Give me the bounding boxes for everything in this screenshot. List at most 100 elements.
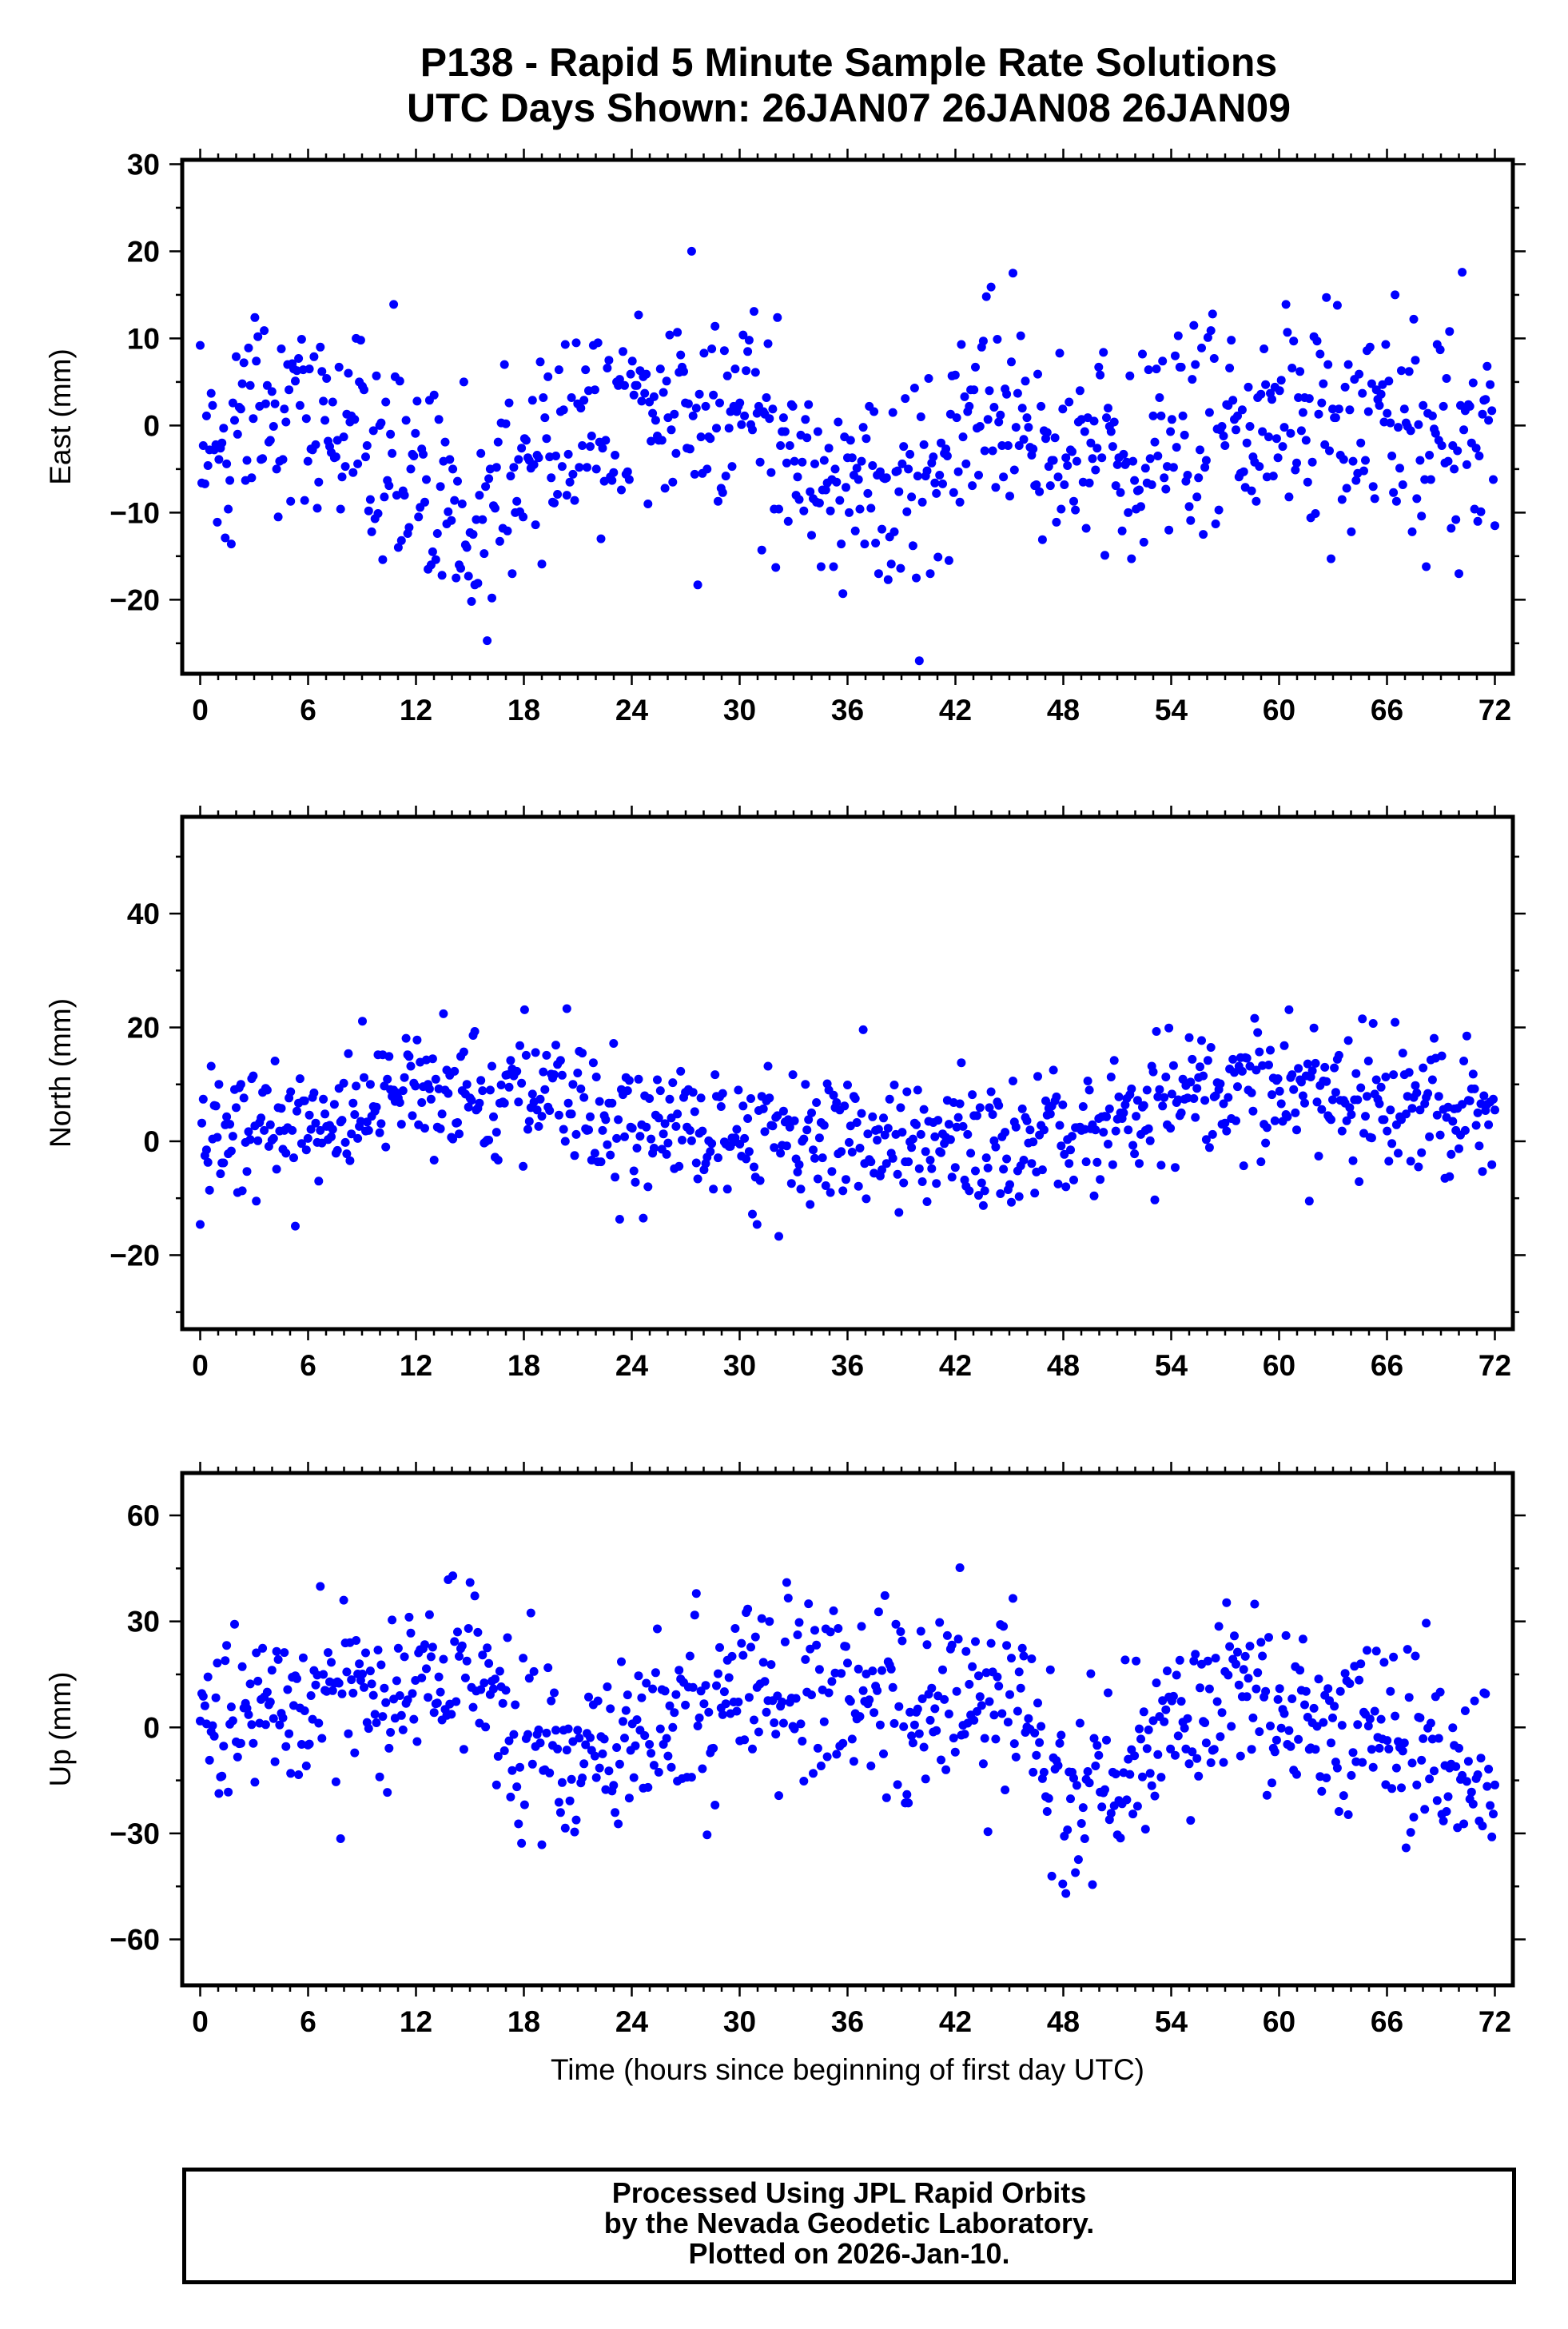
data-point	[557, 1778, 567, 1787]
data-point	[1203, 1056, 1212, 1065]
data-point	[1061, 1889, 1071, 1898]
data-point	[347, 1675, 356, 1685]
data-point	[565, 1796, 575, 1805]
data-point	[311, 1680, 320, 1690]
data-point	[1435, 1687, 1445, 1697]
data-point	[750, 368, 760, 377]
data-point	[1291, 465, 1300, 475]
data-point	[1273, 1694, 1283, 1704]
data-point	[631, 1177, 640, 1187]
data-point	[794, 1618, 804, 1627]
data-point	[941, 1765, 951, 1774]
x-tick-label: 54	[1155, 694, 1188, 727]
data-point	[617, 1657, 626, 1666]
data-point	[547, 1696, 556, 1706]
data-point	[693, 1722, 702, 1730]
data-point	[1102, 413, 1111, 423]
data-point	[748, 1744, 757, 1754]
data-point	[424, 1084, 434, 1093]
data-point	[515, 1041, 524, 1050]
data-point	[1425, 1774, 1435, 1784]
data-point	[1216, 1732, 1225, 1742]
data-point	[1147, 480, 1156, 489]
data-point	[619, 347, 627, 356]
data-point	[1081, 524, 1091, 533]
data-point	[559, 1125, 568, 1134]
data-point	[253, 332, 263, 341]
data-point	[291, 1221, 300, 1231]
data-point	[763, 339, 773, 348]
data-point	[1244, 382, 1253, 392]
data-point	[822, 1752, 832, 1762]
data-point	[801, 1654, 810, 1664]
data-point	[301, 1145, 311, 1155]
data-point	[304, 364, 314, 374]
data-point	[603, 1140, 612, 1149]
data-point	[226, 1702, 236, 1712]
data-point	[1153, 452, 1163, 460]
data-point	[830, 464, 840, 474]
data-point	[907, 492, 917, 502]
data-point	[523, 1125, 532, 1134]
data-point	[337, 472, 347, 482]
data-point	[239, 358, 249, 368]
data-point	[233, 1752, 242, 1762]
data-point	[573, 1726, 583, 1735]
data-point	[1406, 426, 1415, 436]
data-point	[1478, 1167, 1487, 1176]
data-point	[337, 1116, 347, 1125]
data-point	[694, 389, 704, 399]
data-point	[937, 1755, 945, 1765]
data-point	[293, 1106, 301, 1116]
data-point	[743, 347, 753, 356]
data-point	[1473, 516, 1482, 526]
data-point	[904, 1798, 913, 1808]
data-point	[539, 393, 548, 402]
data-point	[489, 1112, 498, 1121]
data-point	[551, 452, 560, 460]
data-point	[852, 464, 862, 473]
data-point	[352, 1081, 361, 1091]
data-point	[1430, 1033, 1439, 1043]
data-point	[866, 1157, 876, 1167]
data-point	[281, 1149, 291, 1158]
data-point	[798, 1737, 807, 1746]
data-point	[1184, 502, 1194, 512]
data-point	[499, 1746, 509, 1755]
data-point	[301, 414, 311, 424]
data-point	[376, 1660, 386, 1670]
data-point	[319, 1094, 328, 1104]
credit-line3: Plotted on 2026-Jan-10.	[688, 2237, 1010, 2270]
data-point	[816, 1762, 826, 1770]
data-point	[1487, 1160, 1497, 1169]
data-point	[949, 1734, 958, 1743]
x-tick-label: 42	[939, 2005, 972, 2038]
data-point	[1386, 1686, 1395, 1696]
data-point	[1161, 1705, 1171, 1714]
data-point	[1327, 1738, 1335, 1748]
data-point	[1389, 1652, 1399, 1662]
data-point	[509, 1730, 519, 1739]
data-point	[986, 1087, 996, 1097]
data-point	[916, 412, 925, 421]
data-point	[319, 396, 328, 406]
data-point	[1353, 1720, 1363, 1730]
data-point	[1470, 1696, 1479, 1706]
data-point	[632, 1715, 642, 1725]
data-point	[908, 1738, 917, 1748]
data-point	[740, 411, 750, 420]
data-point	[909, 384, 919, 392]
data-point	[788, 401, 798, 411]
data-point	[896, 1627, 905, 1636]
data-point	[245, 380, 255, 390]
data-point	[1455, 1743, 1463, 1753]
data-point	[545, 1106, 555, 1115]
data-point	[790, 456, 799, 466]
data-point	[651, 1668, 660, 1678]
data-point	[673, 328, 683, 337]
data-point	[1139, 537, 1148, 547]
data-point	[1347, 1770, 1356, 1780]
data-point	[364, 1125, 373, 1135]
data-point	[980, 1734, 989, 1743]
data-point	[261, 1720, 270, 1730]
